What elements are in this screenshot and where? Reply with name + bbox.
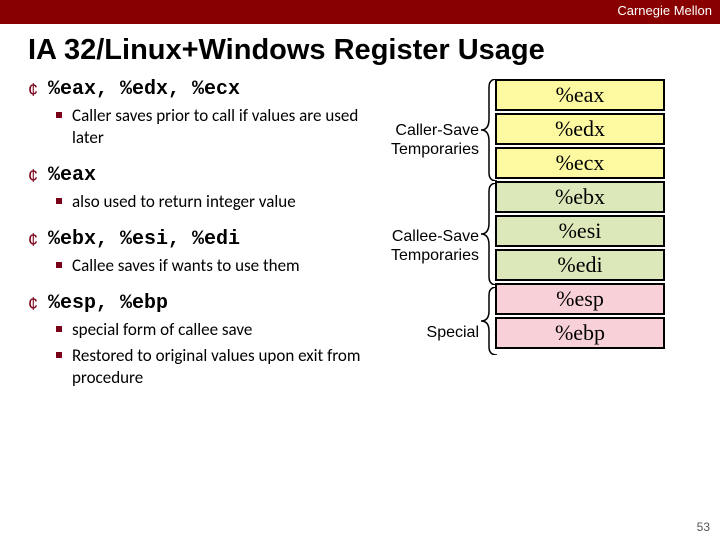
sub-bullet-text: also used to return integer value [72, 191, 296, 213]
university-label: Carnegie Mellon [617, 3, 712, 18]
sub-bullet: special form of callee save [56, 319, 383, 341]
register-box: %edi [495, 249, 665, 281]
bullet-group: ¢ %ebx, %esi, %edi Callee saves if wants t… [28, 229, 383, 277]
register-box: %edx [495, 113, 665, 145]
header-bar: Carnegie Mellon [0, 0, 720, 24]
sub-bullet-text: Restored to original values upon exit fr… [72, 345, 383, 389]
group-label-line: Caller-Save [395, 122, 479, 139]
slide-number: 53 [697, 520, 710, 534]
bullet-group: ¢ %esp, %ebp special form of callee save Re… [28, 293, 383, 389]
sub-bullet-mark [56, 112, 62, 118]
register-box: %ebx [495, 181, 665, 213]
bullet-column: ¢ %eax, %edx, %ecx Caller saves prior to c… [28, 79, 383, 405]
sub-bullet: Caller saves prior to call if values are… [56, 105, 383, 149]
sub-bullet: Callee saves if wants to use them [56, 255, 383, 277]
group-label-line: Special [427, 324, 479, 341]
group-label-line: Callee-Save [392, 228, 479, 245]
register-box: %esp [495, 283, 665, 315]
slide-title: IA 32/Linux+Windows Register Usage [0, 24, 720, 79]
sub-bullet-text: Callee saves if wants to use them [72, 255, 300, 277]
sub-bullet-mark [56, 326, 62, 332]
group-labels-column: Caller-Save Temporaries Callee-Save Tempora… [383, 79, 483, 405]
bullet-mark: ¢ [28, 229, 38, 251]
group-label: Callee-Save Temporaries [383, 227, 479, 265]
bullet-heading: %ebx, %esi, %edi [48, 229, 240, 251]
sub-bullet-mark [56, 262, 62, 268]
bullet-heading: %esp, %ebp [48, 293, 168, 315]
sub-bullet-text: special form of callee save [72, 319, 252, 341]
register-box: %eax [495, 79, 665, 111]
sub-bullet-text: Caller saves prior to call if values are… [72, 105, 383, 149]
sub-bullet-mark [56, 352, 62, 358]
register-box: %ecx [495, 147, 665, 179]
register-box: %ebp [495, 317, 665, 349]
content-area: ¢ %eax, %edx, %ecx Caller saves prior to c… [0, 79, 720, 405]
sub-bullet: Restored to original values upon exit fr… [56, 345, 383, 389]
group-label-line: Temporaries [391, 247, 479, 264]
bullet-mark: ¢ [28, 293, 38, 315]
bullet-mark: ¢ [28, 165, 38, 187]
group-label: Caller-Save Temporaries [383, 121, 479, 159]
register-box: %esi [495, 215, 665, 247]
bullet-heading: %eax, %edx, %ecx [48, 79, 240, 101]
group-label: Special [383, 323, 479, 342]
group-label-line: Temporaries [391, 141, 479, 158]
bullet-group: ¢ %eax also used to return integer value [28, 165, 383, 213]
bullet-heading: %eax [48, 165, 96, 187]
bullet-group: ¢ %eax, %edx, %ecx Caller saves prior to c… [28, 79, 383, 149]
sub-bullet-mark [56, 198, 62, 204]
sub-bullet: also used to return integer value [56, 191, 383, 213]
register-column: %eax%edx%ecx%ebx%esi%edi%esp%ebp [495, 79, 665, 405]
bullet-mark: ¢ [28, 79, 38, 101]
